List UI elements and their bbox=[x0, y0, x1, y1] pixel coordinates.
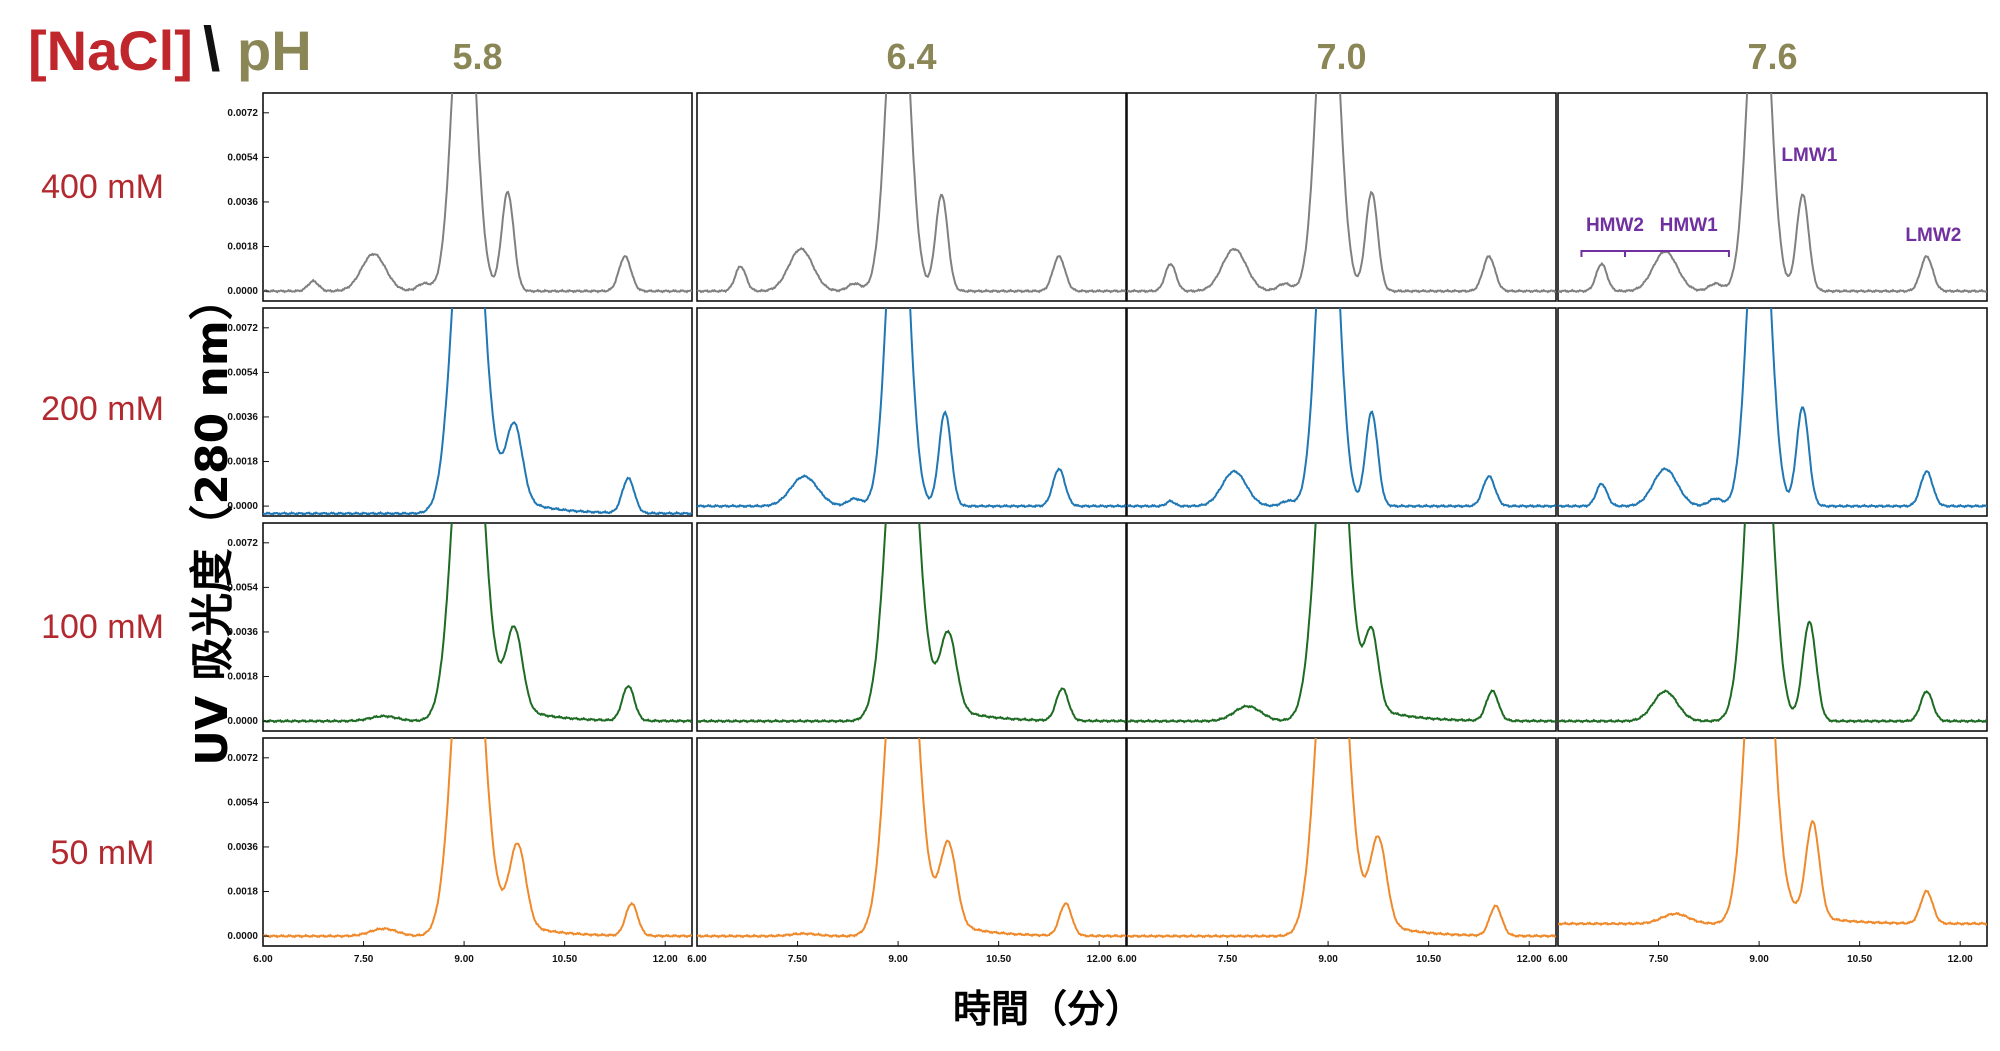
chromatogram-trace-r0c0 bbox=[263, 93, 692, 294]
y-tick-label: 0.0000 bbox=[227, 716, 258, 727]
x-tick-label: 10.50 bbox=[986, 954, 1011, 965]
chromatogram-trace-r3c1 bbox=[697, 738, 1126, 939]
row-header-50mm: 50 mM bbox=[50, 834, 155, 872]
chromatogram-frame-r3c2 bbox=[1126, 737, 1557, 947]
y-tick-label: 0.0072 bbox=[227, 323, 258, 334]
x-tick-label: 9.00 bbox=[1749, 954, 1769, 965]
x-tick-label: 7.50 bbox=[788, 954, 808, 965]
x-tick-label: 6.00 bbox=[1117, 954, 1137, 965]
y-tick-label: 0.0036 bbox=[227, 842, 258, 853]
y-tick-label: 0.0018 bbox=[227, 887, 258, 898]
peak-label-hmw1: HMW1 bbox=[1660, 215, 1718, 236]
x-tick-label: 7.50 bbox=[354, 954, 374, 965]
y-tick-label: 0.0018 bbox=[227, 672, 258, 683]
peak-label-hmw2: HMW2 bbox=[1586, 215, 1644, 236]
y-tick-label: 0.0072 bbox=[227, 753, 258, 764]
y-tick-label: 0.0054 bbox=[227, 152, 258, 163]
x-tick-label: 9.00 bbox=[1318, 954, 1338, 965]
y-tick-label: 0.0054 bbox=[227, 582, 258, 593]
peak-label-lmw1: LMW1 bbox=[1781, 145, 1837, 166]
chromatogram-frame-r2c0 bbox=[262, 522, 693, 732]
y-tick-label: 0.0018 bbox=[227, 457, 258, 468]
chromatogram-trace-r1c2 bbox=[1127, 308, 1556, 509]
x-tick-label: 7.50 bbox=[1218, 954, 1238, 965]
chromatogram-trace-r2c0 bbox=[263, 523, 692, 724]
chromatogram-trace-r2c2 bbox=[1127, 523, 1556, 724]
chromatogram-frame-r2c3 bbox=[1557, 522, 1988, 732]
chromatogram-trace-r0c2 bbox=[1127, 93, 1556, 294]
peak-label-lmw2: LMW2 bbox=[1905, 225, 1961, 246]
x-tick-label: 12.00 bbox=[1087, 954, 1112, 965]
x-tick-label: 12.00 bbox=[653, 954, 678, 965]
chromatogram-trace-r1c0 bbox=[263, 308, 692, 516]
chromatogram-frame-r2c2 bbox=[1126, 522, 1557, 732]
x-tick-label: 12.00 bbox=[1517, 954, 1542, 965]
row-header-100mm: 100 mM bbox=[41, 608, 164, 646]
x-tick-label: 6.00 bbox=[687, 954, 707, 965]
y-tick-label: 0.0054 bbox=[227, 797, 258, 808]
column-header-ph-7-6: 7.6 bbox=[1747, 36, 1798, 77]
y-tick-label: 0.0036 bbox=[227, 627, 258, 638]
y-tick-label: 0.0000 bbox=[227, 501, 258, 512]
column-header-ph-5-8: 5.8 bbox=[452, 36, 503, 77]
chromatogram-trace-r0c3 bbox=[1558, 93, 1987, 294]
chromatogram-trace-r0c1 bbox=[697, 93, 1126, 294]
x-tick-label: 6.00 bbox=[253, 954, 273, 965]
header-separator: \ bbox=[203, 15, 221, 84]
y-tick-label: 0.0054 bbox=[227, 367, 258, 378]
chromatogram-trace-r3c0 bbox=[263, 738, 692, 939]
chromatogram-frame-r2c1 bbox=[696, 522, 1127, 732]
chromatogram-frame-r3c0 bbox=[262, 737, 693, 947]
peak-bracket-hmw1 bbox=[1624, 250, 1730, 257]
y-tick-label: 0.0036 bbox=[227, 197, 258, 208]
x-tick-label: 6.00 bbox=[1548, 954, 1568, 965]
x-tick-label: 10.50 bbox=[552, 954, 577, 965]
x-axis-label: 時間（分） bbox=[952, 987, 1144, 1031]
chromatogram-trace-r3c2 bbox=[1127, 738, 1556, 939]
y-tick-label: 0.0072 bbox=[227, 108, 258, 119]
y-tick-label: 0.0000 bbox=[227, 931, 258, 942]
nacl-header: [NaCl] bbox=[28, 19, 193, 82]
chromatogram-trace-r1c1 bbox=[697, 308, 1126, 509]
column-header-ph-6-4: 6.4 bbox=[886, 36, 937, 77]
ph-header: pH bbox=[237, 19, 312, 82]
chromatogram-frame-r3c1 bbox=[696, 737, 1127, 947]
y-tick-label: 0.0000 bbox=[227, 286, 258, 297]
y-tick-label: 0.0036 bbox=[227, 412, 258, 423]
row-header-200mm: 200 mM bbox=[41, 390, 164, 428]
x-tick-label: 10.50 bbox=[1847, 954, 1872, 965]
chromatogram-trace-r2c3 bbox=[1558, 523, 1987, 724]
chromatogram-frame-r3c3 bbox=[1557, 737, 1988, 947]
chromatogram-trace-r3c3 bbox=[1558, 738, 1987, 927]
chromatogram-frame-r1c0 bbox=[262, 307, 693, 517]
x-tick-label: 12.00 bbox=[1948, 954, 1973, 965]
chromatogram-trace-r2c1 bbox=[697, 523, 1126, 724]
column-header-ph-7-0: 7.0 bbox=[1316, 36, 1367, 77]
x-tick-label: 9.00 bbox=[454, 954, 474, 965]
x-tick-label: 10.50 bbox=[1416, 954, 1441, 965]
x-tick-label: 7.50 bbox=[1649, 954, 1669, 965]
y-tick-label: 0.0072 bbox=[227, 538, 258, 549]
row-header-400mm: 400 mM bbox=[41, 168, 164, 206]
chromatogram-trace-r1c3 bbox=[1558, 308, 1987, 509]
y-tick-label: 0.0018 bbox=[227, 242, 258, 253]
x-tick-label: 9.00 bbox=[888, 954, 908, 965]
